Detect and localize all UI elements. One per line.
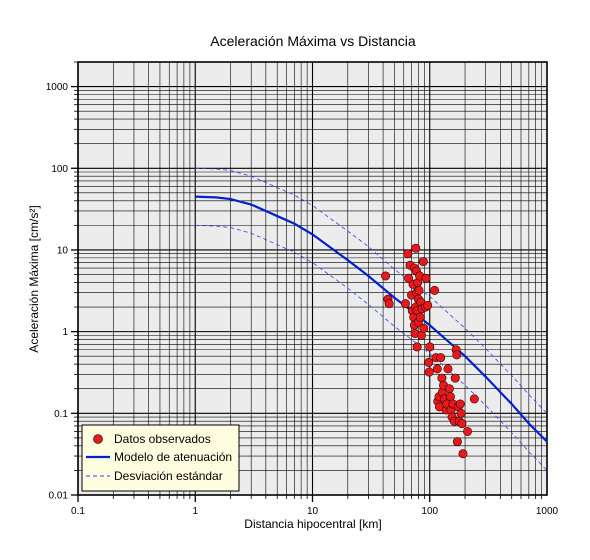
data-point bbox=[412, 342, 422, 352]
data-point bbox=[450, 373, 460, 383]
data-point bbox=[403, 249, 413, 259]
y-tick-label: 0.1 bbox=[54, 409, 68, 420]
legend-label-datos: Datos observados bbox=[114, 432, 211, 446]
data-point bbox=[430, 285, 440, 295]
data-point bbox=[421, 273, 431, 283]
data-point bbox=[444, 384, 454, 394]
y-tick-label: 1000 bbox=[46, 82, 69, 93]
data-point bbox=[452, 437, 462, 447]
data-point bbox=[424, 357, 434, 367]
x-tick-labels: 0.1 1 10 100 1000 bbox=[71, 506, 559, 517]
data-point bbox=[404, 273, 414, 283]
y-tick-label: 0.01 bbox=[49, 491, 69, 502]
data-point bbox=[418, 257, 428, 267]
data-point bbox=[458, 449, 468, 459]
chart-title: Aceleración Máxima vs Distancia bbox=[210, 33, 416, 49]
plot-frame bbox=[77, 61, 548, 496]
y-tick-labels: 0.01 0.1 1 10 100 1000 bbox=[46, 82, 69, 501]
x-tick-label: 10 bbox=[307, 506, 319, 517]
y-axis-label: Aceleración Máxima [cm/s²] bbox=[27, 205, 41, 352]
data-point bbox=[411, 243, 421, 253]
y-tick-label: 10 bbox=[57, 245, 69, 256]
data-point bbox=[400, 299, 410, 309]
data-point bbox=[432, 364, 442, 374]
data-point bbox=[452, 350, 462, 360]
legend-label-desviacion: Desviación estándar bbox=[114, 469, 223, 483]
data-point bbox=[384, 299, 394, 309]
attenuation-model-line bbox=[195, 195, 548, 443]
x-tick-label: 0.1 bbox=[71, 506, 85, 517]
data-point bbox=[381, 271, 391, 281]
data-point bbox=[419, 323, 429, 333]
x-axis-label: Distancia hipocentral [km] bbox=[244, 517, 381, 531]
data-point bbox=[463, 426, 473, 436]
data-point bbox=[469, 394, 479, 404]
data-point bbox=[436, 353, 446, 363]
x-tick-label: 1 bbox=[192, 506, 198, 517]
data-point bbox=[455, 399, 465, 409]
data-point bbox=[414, 285, 424, 295]
data-point bbox=[443, 364, 453, 374]
x-tick-label: 1000 bbox=[536, 506, 559, 517]
series-layer bbox=[195, 167, 548, 471]
data-point bbox=[425, 342, 435, 352]
data-point bbox=[415, 312, 425, 322]
data-point bbox=[437, 373, 447, 383]
data-point bbox=[423, 300, 433, 310]
data-point bbox=[457, 419, 467, 429]
legend-label-modelo: Modelo de atenuación bbox=[114, 450, 232, 464]
data-point bbox=[456, 408, 466, 418]
y-tick-label: 100 bbox=[51, 164, 68, 175]
data-point bbox=[424, 367, 434, 377]
legend-marker-datos bbox=[93, 434, 103, 444]
x-tick-label: 100 bbox=[421, 506, 438, 517]
legend: Datos observados Modelo de atenuación De… bbox=[81, 424, 240, 492]
grid bbox=[77, 61, 547, 496]
y-tick-label: 1 bbox=[62, 327, 68, 338]
